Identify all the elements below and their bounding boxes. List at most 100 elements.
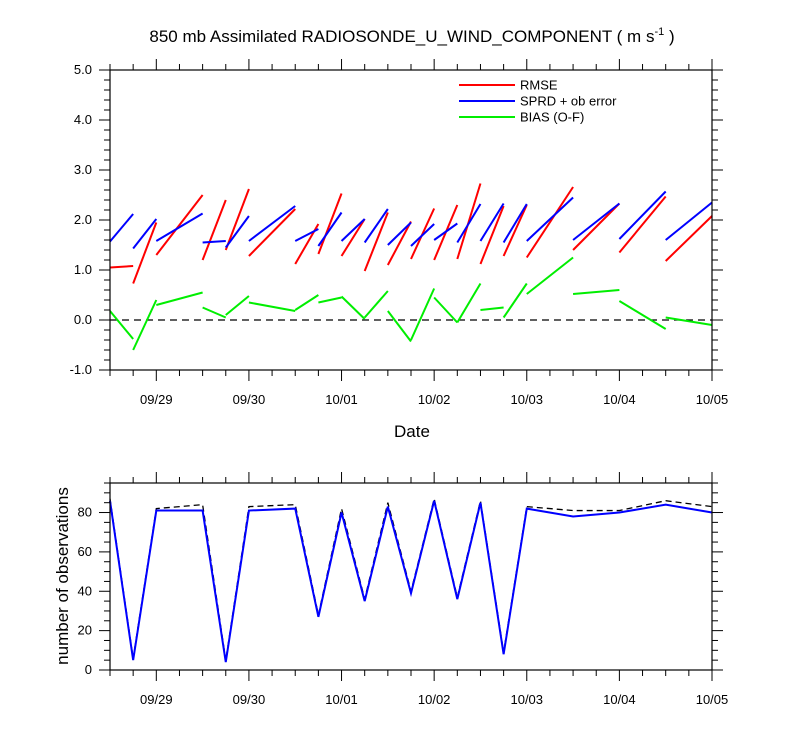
sprd-ob-error-line-segment bbox=[618, 190, 667, 240]
bottom-y-tick-label: 0 bbox=[85, 662, 92, 677]
bias-o-f-line-segment bbox=[294, 294, 319, 311]
legend-label-sprd-ob-error: SPRD + ob error bbox=[520, 94, 617, 109]
bias-o-f-line-segment bbox=[502, 282, 528, 319]
sprd-ob-error-line-segment bbox=[526, 196, 574, 242]
sprd-ob-error-line-segment bbox=[202, 240, 226, 244]
bottom-panel-series bbox=[109, 498, 713, 663]
rmse-line-segment bbox=[224, 188, 250, 251]
bottom-y-tick-label: 20 bbox=[78, 623, 92, 638]
sprd-ob-error-line-segment bbox=[317, 211, 343, 247]
bottom-y-tick-label: 80 bbox=[78, 505, 92, 520]
chart-title-units-sup: -1 bbox=[654, 26, 664, 38]
rmse-line-segment bbox=[248, 208, 296, 257]
chart-title-units-close: ) bbox=[664, 27, 674, 46]
top-x-tick-label: 10/01 bbox=[325, 392, 358, 407]
sprd-ob-error-line-segment bbox=[456, 203, 482, 244]
top-y-tick-label: -1.0 bbox=[70, 362, 92, 377]
chart-title-main: 850 mb Assimilated RADIOSONDE_U_WIND_COM… bbox=[149, 27, 612, 46]
y-axis-title-observations: number of observations bbox=[53, 487, 72, 665]
bias-o-f-line-segment bbox=[363, 290, 389, 319]
rmse-line-segment bbox=[340, 218, 366, 257]
sprd-ob-error-line-segment bbox=[387, 221, 412, 246]
bottom-y-tick-label: 60 bbox=[78, 544, 92, 559]
rmse-line-segment bbox=[572, 202, 621, 251]
bottom-x-tick-label: 10/03 bbox=[510, 692, 543, 707]
rmse-line-segment bbox=[502, 204, 528, 257]
bias-o-f-line-segment bbox=[665, 316, 713, 326]
sprd-ob-error-line-segment bbox=[410, 223, 435, 247]
rmse-line-segment bbox=[479, 205, 505, 265]
sprd-ob-error-line-segment bbox=[294, 228, 319, 242]
rmse-line-segment bbox=[525, 186, 574, 259]
sprd-ob-error-line-segment bbox=[433, 222, 458, 241]
sprd-ob-error-line-segment bbox=[363, 208, 389, 244]
rmse-line-segment bbox=[618, 195, 667, 254]
top-y-tick-label: 0.0 bbox=[74, 312, 92, 327]
x-axis-title: Date bbox=[394, 422, 430, 441]
bottom-x-tick-label: 09/29 bbox=[140, 692, 173, 707]
rmse-line-segment bbox=[132, 222, 158, 284]
sprd-ob-error-line-segment bbox=[665, 201, 713, 241]
top-x-tick-label: 09/30 bbox=[233, 392, 266, 407]
legend-label-rmse: RMSE bbox=[520, 78, 558, 93]
top-y-tick-label: 2.0 bbox=[74, 212, 92, 227]
bottom-x-tick-label: 10/02 bbox=[418, 692, 451, 707]
bottom-panel-axes: 09/29 09/30 10/01 10/02 10/03 10/04 10/05 0 20 40… bbox=[78, 472, 729, 707]
top-x-tick-label: 10/03 bbox=[510, 392, 543, 407]
bottom-x-tick-label: 10/04 bbox=[603, 692, 636, 707]
bias-o-f-line-segment bbox=[225, 295, 250, 316]
top-x-tick-label: 10/04 bbox=[603, 392, 636, 407]
rmse-line-segment bbox=[201, 199, 227, 261]
bias-o-f-line-segment bbox=[526, 256, 574, 295]
bias-o-f-line-segment bbox=[572, 289, 620, 295]
top-y-tick-label: 5.0 bbox=[74, 62, 92, 77]
chart-title-units: ( m s bbox=[612, 27, 655, 46]
bias-o-f-line-segment bbox=[456, 282, 482, 324]
bias-o-f-line-segment bbox=[132, 299, 158, 351]
legend-label-bias-o-f: BIAS (O-F) bbox=[520, 110, 584, 125]
chart-title: 850 mb Assimilated RADIOSONDE_U_WIND_COM… bbox=[149, 26, 674, 46]
sprd-ob-error-line-segment bbox=[479, 202, 505, 242]
bottom-y-tick-label: 40 bbox=[78, 583, 92, 598]
top-panel-series bbox=[109, 183, 713, 351]
bottom-x-tick-label: 10/05 bbox=[696, 692, 729, 707]
bias-o-f-line-segment bbox=[109, 310, 134, 340]
sprd-ob-error-line-segment bbox=[572, 202, 621, 241]
bias-o-f-line-segment bbox=[248, 301, 296, 312]
sprd-ob-error-line-segment bbox=[248, 205, 296, 242]
top-x-tick-label: 10/05 bbox=[696, 392, 729, 407]
rmse-line-segment bbox=[317, 193, 343, 255]
assimilated-observations-line bbox=[109, 500, 713, 663]
top-y-tick-label: 3.0 bbox=[74, 162, 92, 177]
bottom-x-tick-label: 10/01 bbox=[325, 692, 358, 707]
rmse-line-segment bbox=[155, 194, 204, 256]
rmse-line-segment bbox=[363, 212, 389, 272]
bottom-x-tick-label: 09/30 bbox=[233, 692, 266, 707]
bias-o-f-line-segment bbox=[618, 300, 667, 330]
rmse-line-segment bbox=[109, 265, 134, 269]
top-y-tick-label: 4.0 bbox=[74, 112, 92, 127]
bias-o-f-line-segment bbox=[387, 310, 412, 343]
rmse-line-segment bbox=[386, 221, 412, 266]
sprd-ob-error-line-segment bbox=[340, 218, 366, 242]
top-x-tick-label: 10/02 bbox=[418, 392, 451, 407]
top-x-tick-label: 09/29 bbox=[140, 392, 173, 407]
bias-o-f-line-segment bbox=[410, 288, 436, 341]
bias-o-f-line-segment bbox=[433, 296, 459, 324]
sprd-ob-error-line-segment bbox=[109, 213, 134, 243]
rmse-line-segment bbox=[456, 183, 482, 260]
sprd-ob-error-line-segment bbox=[155, 212, 204, 242]
bias-o-f-line-segment bbox=[156, 291, 203, 306]
sprd-ob-error-line-segment bbox=[132, 218, 158, 250]
top-panel-axes: 09/29 09/30 10/01 10/02 10/03 10/04 10/05 -1.0 0… bbox=[70, 59, 729, 407]
bias-o-f-line-segment bbox=[318, 296, 342, 304]
sprd-ob-error-line-segment bbox=[502, 203, 528, 244]
bias-o-f-line-segment bbox=[340, 295, 366, 320]
top-y-tick-label: 1.0 bbox=[74, 262, 92, 277]
sprd-ob-error-line-segment bbox=[224, 215, 250, 249]
rmse-line-segment bbox=[664, 215, 713, 262]
bias-o-f-line-segment bbox=[202, 306, 227, 319]
